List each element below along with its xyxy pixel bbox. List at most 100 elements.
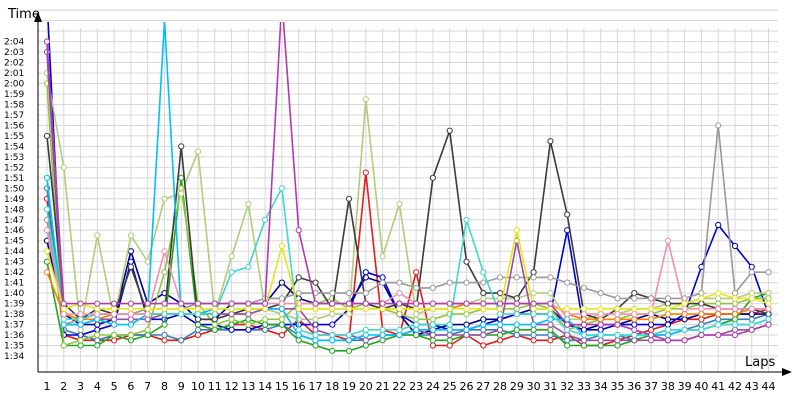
data-point — [597, 316, 604, 323]
data-point — [765, 290, 772, 297]
data-point — [681, 326, 688, 333]
x-axis-arrow — [782, 368, 792, 376]
data-point — [43, 38, 51, 45]
data-point — [463, 279, 470, 286]
data-point — [731, 290, 739, 297]
x-tick-label: 5 — [111, 380, 118, 393]
data-point — [614, 337, 621, 344]
data-point — [94, 316, 101, 323]
data-point — [245, 263, 252, 270]
data-point — [664, 326, 672, 333]
data-point — [463, 258, 470, 265]
y-tick-label: 1:41 — [4, 279, 24, 289]
data-point — [312, 326, 319, 333]
data-point — [564, 337, 571, 344]
data-point — [664, 321, 672, 328]
data-point — [43, 206, 51, 213]
data-point — [497, 326, 504, 333]
data-point — [765, 269, 772, 276]
y-tick-label: 1:49 — [4, 195, 24, 205]
data-point — [94, 342, 101, 349]
data-point — [497, 274, 504, 281]
data-point — [278, 295, 285, 302]
data-point — [513, 321, 520, 328]
data-point — [715, 331, 722, 339]
data-point — [345, 195, 353, 202]
data-point — [765, 305, 772, 312]
data-point — [480, 326, 487, 333]
data-point — [228, 326, 235, 333]
data-point — [446, 127, 453, 134]
x-tick-labels: 1 2 3 4 5 6 7 8 9 10 11 12 13 14 15 16 17 18 19 20 21 22 23 24 2… — [44, 380, 776, 393]
x-tick-label: 35 — [611, 380, 625, 393]
data-point — [178, 190, 185, 197]
data-point — [262, 305, 269, 312]
data-point — [698, 326, 705, 333]
x-tick-label: 14 — [258, 380, 272, 393]
data-point — [245, 321, 252, 328]
series-layer — [43, 22, 772, 354]
data-point — [161, 337, 168, 344]
data-point — [178, 337, 185, 344]
data-point — [77, 337, 84, 344]
y-tick-label: 2:04 — [4, 38, 24, 48]
data-point — [329, 300, 336, 307]
data-point — [715, 316, 722, 323]
data-point — [731, 311, 739, 318]
data-point — [161, 331, 168, 339]
data-point — [748, 290, 755, 297]
data-point — [245, 316, 252, 323]
data-point — [161, 305, 168, 312]
data-point — [43, 174, 51, 181]
data-point — [564, 331, 571, 339]
data-point — [396, 279, 403, 286]
data-point — [513, 295, 520, 302]
y-tick-label: 1:57 — [4, 111, 24, 121]
data-point — [765, 316, 772, 323]
data-point — [295, 305, 302, 312]
data-point — [480, 331, 487, 339]
data-point — [245, 326, 252, 333]
data-point — [429, 326, 436, 333]
data-point — [144, 305, 151, 312]
data-point — [295, 227, 302, 234]
data-point — [547, 290, 554, 297]
data-point — [278, 185, 285, 192]
data-point — [530, 305, 537, 312]
data-point — [94, 311, 101, 318]
data-point — [127, 232, 134, 239]
data-point — [312, 305, 319, 312]
x-tick-label: 28 — [493, 380, 507, 393]
x-tick-label: 27 — [476, 380, 490, 393]
data-point — [731, 300, 739, 307]
data-point — [413, 311, 420, 318]
x-tick-label: 15 — [275, 380, 289, 393]
data-point — [161, 300, 168, 307]
x-tick-label: 33 — [577, 380, 591, 393]
data-point — [530, 326, 537, 333]
x-tick-label: 43 — [745, 380, 759, 393]
data-point — [329, 311, 336, 318]
data-point — [345, 300, 353, 307]
x-tick-label: 1 — [44, 380, 51, 393]
data-point — [664, 305, 672, 312]
x-tick-label: 3 — [77, 380, 84, 393]
data-point — [731, 321, 739, 328]
y-tick-label: 1:48 — [4, 205, 24, 215]
data-point — [698, 316, 705, 323]
data-point — [715, 290, 722, 297]
data-point — [178, 311, 185, 318]
y-tick-label: 1:38 — [4, 310, 24, 320]
data-point — [597, 321, 604, 328]
data-point — [413, 300, 420, 307]
data-point — [329, 305, 336, 312]
data-point — [211, 300, 218, 307]
data-point — [564, 342, 571, 349]
data-point — [698, 311, 705, 318]
data-point — [379, 279, 386, 286]
x-tick-label: 26 — [460, 380, 474, 393]
data-point — [497, 305, 504, 312]
data-point — [262, 321, 269, 328]
data-point — [429, 342, 436, 349]
data-point — [362, 169, 369, 176]
